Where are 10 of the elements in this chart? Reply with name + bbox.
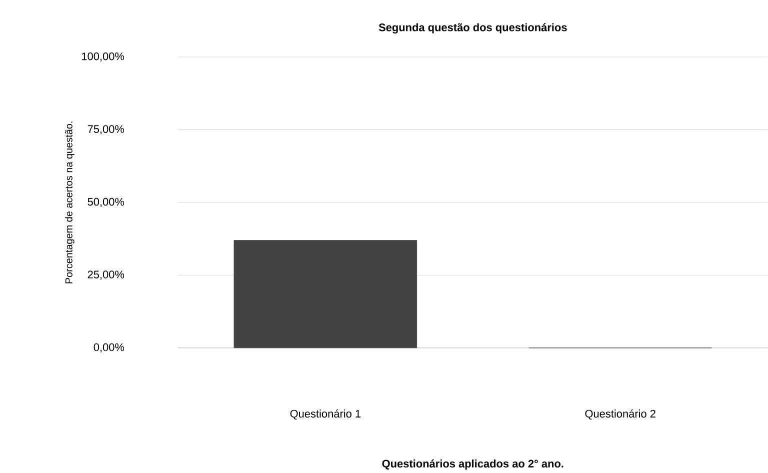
chart-title: Segunda questão dos questionários [378, 23, 567, 34]
y-tick-label: 0,00% [94, 343, 124, 352]
y-axis-title: Porcentagem de acertos na questão. [65, 122, 74, 284]
y-tick-label: 50,00% [88, 198, 124, 207]
y-tick-label: 75,00% [88, 125, 124, 134]
x-tick-label: Questionário 1 [290, 409, 360, 420]
y-tick-label: 100,00% [82, 52, 124, 62]
y-tick-label: 25,00% [88, 270, 124, 280]
x-axis-title: Questionários aplicados ao 2° ano. [382, 459, 564, 470]
x-tick-label: Questionário 2 [585, 409, 656, 420]
